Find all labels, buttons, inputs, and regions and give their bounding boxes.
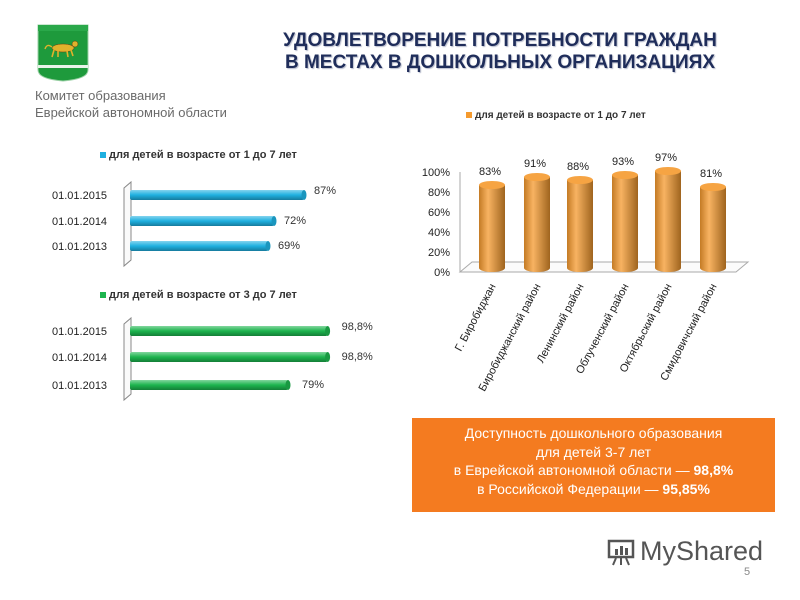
- data-label: 98,8%: [342, 351, 373, 363]
- category-label: 01.01.2014: [52, 352, 107, 364]
- bar: [130, 241, 268, 251]
- presentation-board-icon: [607, 539, 635, 565]
- horizontal-bar-chart-1: для детей в возрасте от 1 до 7 лет 01.01.…: [52, 149, 336, 268]
- axis-wall: [123, 180, 132, 268]
- horizontal-bar-chart-2: для детей в возрасте от 3 до 7 лет 01.01.…: [52, 289, 373, 402]
- y-tick-label: 80%: [428, 187, 450, 199]
- bar: [130, 190, 304, 200]
- data-label: 91%: [524, 158, 546, 170]
- y-tick-label: 40%: [428, 227, 450, 239]
- axis-wall: [123, 316, 132, 402]
- y-tick-label: 60%: [428, 207, 450, 219]
- org-line-1: Комитет образования: [35, 88, 166, 103]
- charts-canvas: для детей в возрасте от 1 до 7 лет 01.01.…: [52, 110, 750, 402]
- infobox-rf-value: 95,85%: [662, 480, 710, 497]
- organization-name: Комитет образования Еврейской автономной…: [35, 87, 227, 121]
- data-label: 72%: [284, 215, 306, 227]
- category-label: 01.01.2013: [52, 380, 107, 392]
- bar: [130, 352, 328, 362]
- data-label: 98,8%: [342, 321, 373, 333]
- data-label: 79%: [302, 379, 324, 391]
- y-tick-label: 20%: [428, 247, 450, 259]
- category-label: 01.01.2014: [52, 216, 107, 228]
- legend-swatch: [100, 152, 106, 158]
- cylinder-bar: [612, 175, 638, 272]
- category-label: 01.01.2015: [52, 326, 107, 338]
- category-label: 01.01.2013: [52, 241, 107, 253]
- infobox-region-label: в Еврейской автономной области —: [453, 462, 694, 478]
- infobox-line-1: Доступность дошкольного образования: [464, 425, 723, 441]
- org-line-2: Еврейской автономной области: [35, 105, 227, 120]
- title-line-2: В МЕСТАХ В ДОШКОЛЬНЫХ ОРГАНИЗАЦИЯХ: [284, 52, 715, 73]
- data-label: 97%: [655, 152, 677, 164]
- cylinder-top: [479, 181, 505, 189]
- cylinder-bar: [479, 185, 505, 272]
- cylinder-top: [700, 183, 726, 191]
- data-label: 88%: [567, 161, 589, 173]
- cylinder-bar: [567, 180, 593, 272]
- data-label: 69%: [278, 240, 300, 252]
- y-tick-label: 0%: [434, 267, 450, 279]
- y-tick-label: 100%: [422, 167, 450, 179]
- data-label: 83%: [479, 166, 501, 178]
- legend-swatch: [466, 112, 472, 118]
- page-number: 5: [744, 566, 751, 578]
- infobox-line-2: для детей 3-7 лет: [535, 443, 652, 460]
- category-label: 01.01.2015: [52, 190, 107, 202]
- bar-cap: [265, 241, 271, 251]
- cylinder-bar: [700, 187, 726, 272]
- infobox-rf-label: в Российской Федерации —: [477, 480, 663, 497]
- bar-cap: [325, 352, 331, 362]
- bar: [130, 216, 274, 226]
- data-label: 93%: [612, 156, 634, 168]
- cylinder-bar: [655, 171, 681, 272]
- infobox-line-4: в Российской Федерации — 95,85%: [412, 480, 775, 499]
- bar-cap: [271, 216, 277, 226]
- cylinder-top: [567, 176, 593, 184]
- vertical-bar-chart: для детей в возрасте от 1 до 7 лет 0% 20% 4…: [422, 110, 750, 394]
- bar: [130, 326, 328, 336]
- category-label: Г. Биробиджан: [453, 282, 499, 354]
- legend-label: для детей в возрасте от 1 до 7 лет: [109, 149, 298, 161]
- infobox-line-3: в Еврейской автономной области — 98,8%: [412, 461, 775, 480]
- watermark: MyShared: [606, 536, 763, 567]
- category-label: Ленинский район: [535, 282, 587, 365]
- cylinder-top: [612, 171, 638, 179]
- legend-label: для детей в возрасте от 1 до 7 лет: [475, 110, 646, 121]
- availability-infobox: Доступность дошкольного образования для …: [412, 418, 775, 512]
- legend-label: для детей в возрасте от 3 до 7 лет: [109, 289, 298, 301]
- title-line-1: УДОВЛЕТВОРЕНИЕ ПОТРЕБНОСТИ ГРАЖДАН: [283, 30, 717, 51]
- infobox-region-value: 98,8%: [693, 462, 734, 478]
- cylinder-bar: [524, 177, 550, 272]
- data-label: 81%: [700, 168, 722, 180]
- bar-cap: [325, 326, 331, 336]
- data-label: 87%: [314, 185, 336, 197]
- cylinder-top: [524, 173, 550, 181]
- coat-of-arms-logo: [37, 24, 89, 82]
- watermark-text: MyShared: [640, 536, 764, 566]
- legend-swatch: [100, 292, 106, 298]
- bar-cap: [301, 190, 307, 200]
- bar-cap: [285, 380, 291, 390]
- bar: [130, 380, 288, 390]
- cylinder-top: [655, 167, 681, 175]
- page-title: УДОВЛЕТВОРЕНИЕ ПОТРЕБНОСТИ ГРАЖДАН В МЕС…: [200, 30, 800, 74]
